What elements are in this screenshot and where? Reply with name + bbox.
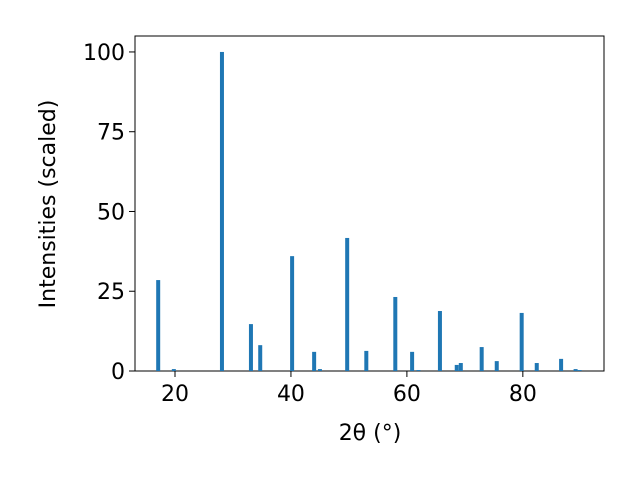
bar [534, 363, 539, 371]
x-tick-label: 40 [277, 382, 305, 407]
bar [258, 345, 263, 371]
bar [156, 280, 161, 371]
bar [364, 350, 369, 371]
y-axis-label: Intensities (scaled) [36, 100, 61, 309]
bar [312, 351, 317, 371]
y-tick-label: 100 [83, 41, 125, 66]
bar [416, 370, 421, 371]
x-axis-label: 2θ (°) [339, 421, 402, 446]
bar [479, 347, 484, 371]
bar [494, 361, 499, 371]
bar [454, 364, 459, 371]
y-tick-label: 0 [111, 360, 125, 385]
bar [410, 351, 415, 371]
bar [577, 370, 582, 371]
y-tick-label: 75 [97, 121, 125, 146]
x-tick-label: 80 [509, 382, 537, 407]
bar [393, 296, 398, 371]
bar [290, 256, 295, 371]
plot-frame [134, 35, 605, 372]
bar [573, 369, 578, 371]
bar [219, 51, 224, 371]
bar [519, 312, 524, 371]
bar [437, 311, 442, 371]
bar [458, 363, 463, 371]
bar [559, 358, 564, 371]
bar [171, 369, 176, 371]
bar [317, 369, 322, 371]
bar [248, 324, 253, 371]
x-tick-label: 20 [161, 382, 189, 407]
y-tick-label: 25 [97, 280, 125, 305]
x-tick-label: 60 [393, 382, 421, 407]
y-tick-label: 50 [97, 200, 125, 225]
bar [345, 237, 350, 371]
